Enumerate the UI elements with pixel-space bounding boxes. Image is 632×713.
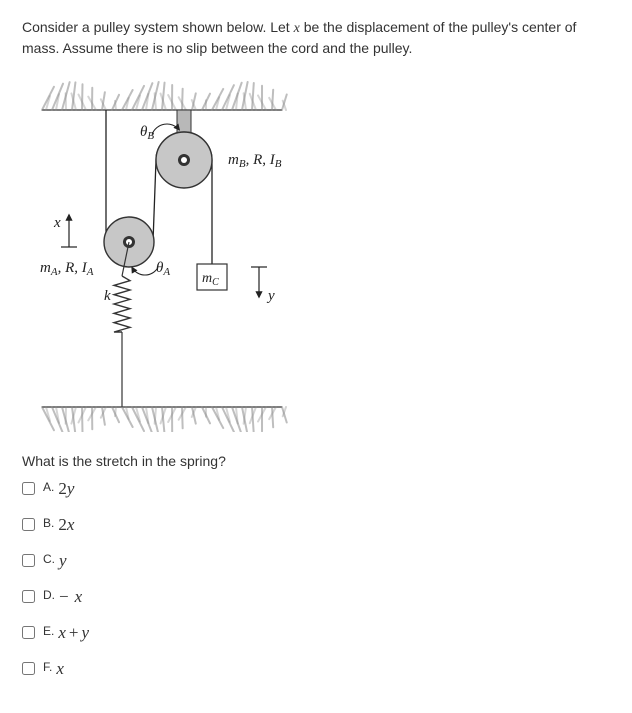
pulley-figure: θBmB, R, IBxmA, R, IAθAkmCy [22, 72, 322, 432]
option-checkbox-E[interactable] [22, 626, 35, 639]
svg-text:θA: θA [156, 260, 170, 278]
option-row: E. x+y [22, 623, 614, 643]
svg-text:θB: θB [140, 124, 154, 142]
option-math: 2y [58, 479, 74, 499]
option-math: y [59, 551, 67, 571]
prompt-text-1: Consider a pulley system shown below. Le… [22, 19, 294, 35]
svg-text:mB, R, IB: mB, R, IB [228, 152, 282, 170]
option-checkbox-B[interactable] [22, 518, 35, 531]
svg-text:mA, R, IA: mA, R, IA [40, 260, 94, 278]
option-checkbox-F[interactable] [22, 662, 35, 675]
option-letter: E. [43, 623, 54, 638]
question-prompt: Consider a pulley system shown below. Le… [22, 18, 614, 58]
option-letter: C. [43, 551, 55, 566]
option-row: B. 2x [22, 515, 614, 535]
answer-options: A. 2y B. 2x C. y D. −x E. x+y F. x [22, 479, 614, 679]
option-math: 2x [58, 515, 74, 535]
option-row: D. −x [22, 587, 614, 607]
figure-container: θBmB, R, IBxmA, R, IAθAkmCy [22, 72, 614, 435]
option-math: x+y [58, 623, 89, 643]
option-checkbox-C[interactable] [22, 554, 35, 567]
option-math: x [56, 659, 64, 679]
svg-text:x: x [53, 215, 61, 231]
option-row: C. y [22, 551, 614, 571]
prompt-text-3: mass. Assume there is no slip between th… [22, 40, 412, 56]
option-row: F. x [22, 659, 614, 679]
option-math: −x [59, 587, 82, 607]
option-checkbox-D[interactable] [22, 590, 35, 603]
option-letter: B. [43, 515, 54, 530]
sub-question: What is the stretch in the spring? [22, 453, 614, 469]
option-row: A. 2y [22, 479, 614, 499]
option-letter: A. [43, 479, 54, 494]
option-letter: D. [43, 587, 55, 602]
option-letter: F. [43, 659, 52, 674]
prompt-text-2: be the displacement of the pulley's cent… [300, 19, 577, 35]
svg-text:y: y [266, 288, 275, 304]
option-checkbox-A[interactable] [22, 482, 35, 495]
svg-text:k: k [104, 288, 111, 304]
